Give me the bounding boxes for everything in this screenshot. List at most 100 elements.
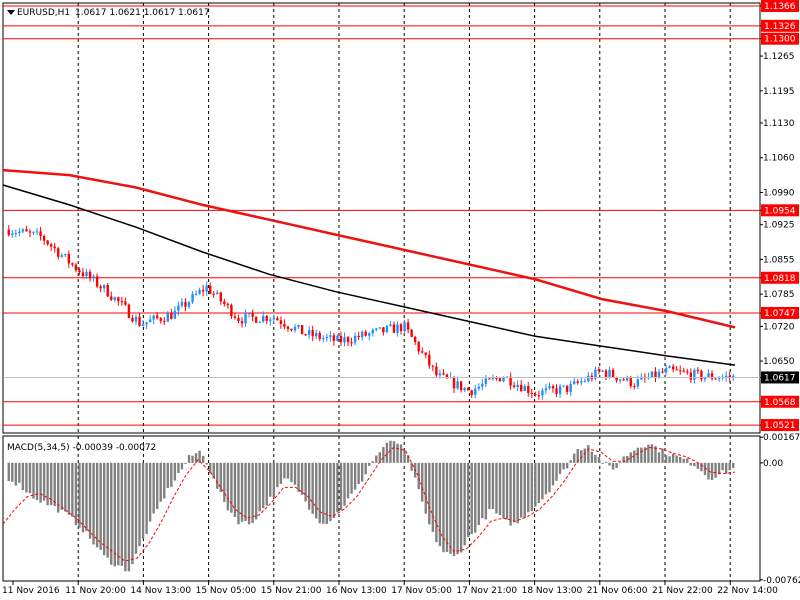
candle-body <box>442 373 445 375</box>
candle-body <box>95 276 99 287</box>
macd-bar <box>272 462 276 498</box>
candle-body <box>325 336 329 338</box>
macd-bar <box>438 462 442 547</box>
candle-body <box>622 379 625 381</box>
candle-body <box>216 292 219 294</box>
macd-bar <box>117 462 120 566</box>
candle-body <box>671 366 675 370</box>
macd-bar <box>170 462 173 488</box>
macd-bar <box>297 462 300 492</box>
macd-bar <box>14 462 18 486</box>
macd-bar <box>21 462 25 491</box>
level-tags: 1.1366 1.1326 1.1300 1.0954 1.0818 1.0747 1.05… <box>761 0 799 432</box>
macd-bar <box>615 462 618 468</box>
macd-bar <box>671 453 675 463</box>
level-tag-label: 1.0747 <box>764 309 796 319</box>
moving-average-line <box>2 168 736 329</box>
candle-body <box>25 229 28 232</box>
macd-bar <box>99 462 102 550</box>
level-tag <box>761 395 799 408</box>
macd-bar <box>269 462 272 497</box>
candle-body <box>519 384 523 392</box>
macd-bar <box>523 462 526 518</box>
candle-body <box>155 315 159 319</box>
macd-bar <box>700 462 703 472</box>
candle-body <box>548 386 551 389</box>
candle-body <box>269 319 272 321</box>
macd-bar <box>512 462 516 523</box>
level-tag <box>761 0 799 12</box>
candle-body <box>424 352 427 355</box>
macd-y-tick-label: 0.00 <box>763 459 783 469</box>
candle-body <box>481 383 484 387</box>
candle-body <box>375 328 378 330</box>
candle-body <box>233 316 237 318</box>
candle-body <box>346 337 350 343</box>
macd-bar <box>474 462 477 533</box>
macd-bar <box>375 455 378 463</box>
macd-bar <box>555 462 558 481</box>
macd-bar <box>177 462 180 474</box>
macd-bar <box>85 462 88 532</box>
macd-bar <box>686 458 689 463</box>
candle-body <box>170 313 173 319</box>
macd-bar <box>382 447 385 463</box>
macd-bar <box>689 462 693 466</box>
macd-bar <box>551 462 555 486</box>
macd-bar <box>527 462 530 513</box>
candle-body <box>67 253 71 264</box>
candle-body <box>311 330 314 337</box>
macd-bar <box>604 461 608 463</box>
macd-bar <box>74 462 78 526</box>
candle-body <box>456 381 459 389</box>
candle-body <box>307 330 311 335</box>
macd-bar <box>332 462 336 518</box>
candle-body <box>332 335 336 341</box>
macd-bar <box>484 462 488 520</box>
macd-bar <box>428 462 431 525</box>
macd-bar <box>477 462 480 526</box>
candle-body <box>134 316 138 322</box>
x-tick-label: 11 Nov 20:00 <box>65 586 126 596</box>
level-tag-label: 1.1366 <box>764 2 796 12</box>
macd-bar <box>134 462 138 554</box>
candle-body <box>523 386 526 392</box>
macd-bar <box>452 462 456 557</box>
macd-bar <box>396 443 399 463</box>
candle-body <box>491 377 495 379</box>
macd-bar <box>664 455 668 463</box>
x-tick-label: 17 Nov 05:00 <box>391 586 452 596</box>
macd-bar <box>463 462 466 546</box>
macd-bar <box>445 462 449 552</box>
candle-body <box>498 378 502 382</box>
x-tick-label: 21 Nov 06:00 <box>587 586 648 596</box>
macd-bar <box>138 462 141 547</box>
chart-menu-triangle-icon[interactable] <box>7 10 15 15</box>
macd-bar <box>233 462 237 517</box>
macd-bar <box>60 462 63 510</box>
candle-body <box>618 379 622 381</box>
macd-bar <box>258 462 261 512</box>
macd-bar <box>654 446 657 463</box>
x-tick-label: 11 Nov 2016 <box>2 586 60 596</box>
macd-bar <box>661 448 664 463</box>
macd-bar <box>67 462 71 515</box>
macd-bar <box>491 462 495 510</box>
level-tag <box>761 204 799 217</box>
candle-body <box>558 386 562 394</box>
candle-body <box>587 375 590 382</box>
macd-bar <box>251 462 254 524</box>
macd-bar <box>265 462 268 506</box>
candle-body <box>580 381 583 383</box>
macd-bar <box>650 444 654 463</box>
candle-body <box>300 324 304 335</box>
candle-body <box>707 373 710 377</box>
macd-bar <box>293 462 297 485</box>
candle-body <box>244 313 247 324</box>
candle-body <box>322 337 325 339</box>
macd-bar <box>311 462 314 514</box>
macd-bar <box>368 462 371 466</box>
macd-bar <box>636 447 640 463</box>
macd-bar <box>357 462 360 485</box>
macd-bar <box>336 462 339 513</box>
